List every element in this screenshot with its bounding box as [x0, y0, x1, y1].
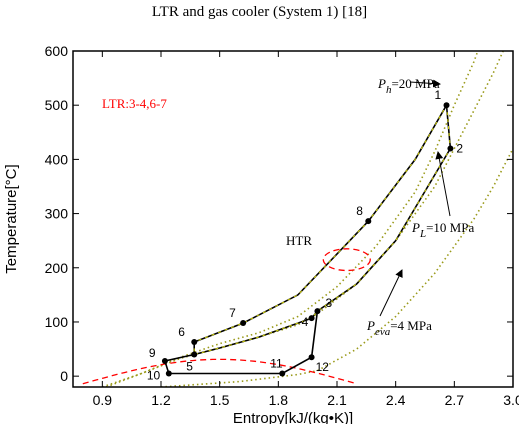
- state-point: [447, 145, 454, 152]
- state-point-label: 6: [178, 325, 185, 339]
- state-point-label: 7: [229, 306, 236, 320]
- ltr-annotation: LTR:3-4,6-7: [102, 96, 167, 111]
- state-point: [308, 315, 315, 322]
- state-point: [314, 308, 321, 315]
- isobar-label: Peva=4 MPa: [366, 318, 432, 338]
- isobar-arrow: [409, 79, 441, 88]
- x-tick-label: 0.9: [93, 392, 113, 408]
- state-point-label: 2: [456, 142, 463, 156]
- state-point: [165, 370, 172, 377]
- isobar-line: [102, 51, 479, 387]
- state-point-label: 12: [316, 360, 330, 374]
- state-point-label: 9: [149, 346, 156, 360]
- x-axis-title: Entropy[kJ/(kg•K)]: [233, 410, 353, 424]
- state-point: [191, 351, 198, 358]
- state-point: [308, 354, 315, 361]
- y-tick-label: 0: [60, 368, 68, 384]
- y-tick-label: 200: [45, 260, 69, 276]
- isobar-line: [160, 148, 513, 387]
- state-point-label: 1: [435, 88, 442, 102]
- htr-annotation: HTR: [286, 233, 312, 248]
- state-point: [365, 218, 372, 225]
- state-point-label: 10: [147, 368, 161, 382]
- state-point-label: 11: [270, 356, 283, 370]
- state-point-label: 5: [186, 359, 193, 373]
- x-tick-label: 2.7: [445, 392, 465, 408]
- chart-title: LTR and gas cooler (System 1) [18]: [151, 4, 368, 20]
- isobar-arrow: [379, 269, 403, 317]
- y-tick-label: 600: [45, 43, 69, 59]
- cycle-line-low: [163, 311, 319, 375]
- y-tick-label: 100: [45, 314, 69, 330]
- saturation-dome: [82, 358, 357, 385]
- state-point: [240, 320, 247, 327]
- cycle-line-overlay: [193, 104, 451, 356]
- state-point: [443, 102, 450, 109]
- y-tick-label: 400: [45, 151, 69, 167]
- x-tick-label: 1.8: [269, 392, 289, 408]
- state-point-label: 3: [325, 296, 332, 310]
- x-tick-label: 1.2: [151, 392, 171, 408]
- isobar-arrow: [435, 151, 451, 217]
- htr-ellipse: [322, 248, 371, 272]
- state-point-label: 8: [356, 204, 363, 218]
- isobar-label: Ph=20 MPa: [377, 76, 440, 96]
- state-point: [279, 370, 286, 377]
- x-tick-label: 2.1: [327, 392, 347, 408]
- state-point-label: 4: [302, 315, 309, 329]
- y-tick-label: 500: [45, 97, 69, 113]
- y-axis-title: Temperature[°C]: [3, 164, 20, 273]
- state-point: [191, 339, 198, 346]
- plot-frame: [72, 50, 514, 388]
- x-tick-label: 1.5: [210, 392, 230, 408]
- y-tick-label: 300: [45, 206, 69, 222]
- x-tick-label: 3.0: [503, 392, 519, 408]
- state-point: [161, 357, 168, 364]
- x-tick-label: 2.4: [386, 392, 406, 408]
- isobar-label: PL=10 MPa: [411, 220, 474, 240]
